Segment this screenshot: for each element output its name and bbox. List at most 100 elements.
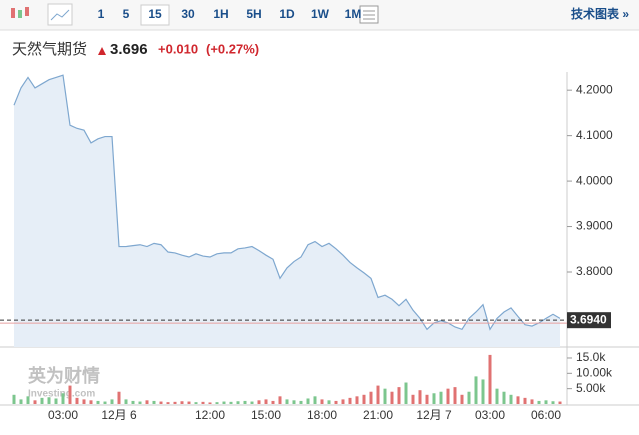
price-area <box>14 75 560 347</box>
volume-bar <box>481 379 485 404</box>
volume-bar <box>537 400 541 404</box>
volume-bar <box>173 401 177 404</box>
volume-bar <box>355 396 359 404</box>
volume-bar <box>110 399 114 404</box>
area-icon[interactable] <box>47 3 73 26</box>
volume-bar <box>516 396 520 404</box>
last-price-box <box>567 312 611 329</box>
volume-bar <box>61 393 65 404</box>
volume-bar <box>47 397 51 404</box>
y-tick-label: 3.9000 <box>576 219 613 233</box>
volume-bar <box>201 401 205 404</box>
tech-chart-link[interactable]: 技术图表 » <box>571 6 629 21</box>
quote-change: +0.010 <box>158 41 198 56</box>
volume-bar <box>299 400 303 404</box>
volume-bar <box>208 402 212 404</box>
volume-bar <box>397 387 401 404</box>
volume-bar <box>285 399 289 404</box>
interval-button[interactable]: 30 <box>181 7 195 21</box>
volume-bar <box>75 397 79 404</box>
volume-bar <box>12 394 16 404</box>
volume-bar <box>488 354 492 404</box>
volume-bar <box>453 387 457 404</box>
volume-bar <box>495 388 499 404</box>
watermark-cn: 英为财情 <box>27 365 100 386</box>
y-tick-label: 10.00k <box>576 365 613 379</box>
volume-bar <box>544 400 548 404</box>
last-price-label: 3.6940 <box>570 312 607 326</box>
volume-bar <box>418 390 422 404</box>
volume-bar <box>523 397 527 404</box>
volume-bar <box>264 399 268 404</box>
y-tick-label: 3.8000 <box>576 264 613 278</box>
interval-button[interactable]: 15 <box>148 7 162 21</box>
interval-button[interactable]: 1 <box>98 7 105 21</box>
y-tick-label: 4.1000 <box>576 128 613 142</box>
volume-bar <box>362 394 366 404</box>
volume-bar <box>530 399 534 404</box>
volume-bar <box>425 394 429 404</box>
volume-bar <box>145 400 149 404</box>
volume-bar <box>376 385 380 404</box>
price-line <box>13 74 561 331</box>
volume-bar <box>89 400 93 404</box>
quote-name: 天然气期货 <box>12 41 87 58</box>
volume-bar <box>390 391 394 404</box>
candle-icon[interactable] <box>11 7 29 18</box>
volume-bar <box>117 391 121 404</box>
table-icon[interactable] <box>359 5 379 24</box>
volume-bar <box>467 391 471 404</box>
volume-bar <box>292 400 296 404</box>
volume-bar <box>313 396 317 404</box>
volume-bar <box>348 397 352 404</box>
volume-bar <box>222 401 226 404</box>
volume-bar <box>334 400 338 404</box>
volume-bar <box>187 401 191 404</box>
volume-bar <box>138 401 142 404</box>
interval-button[interactable]: 5 <box>123 7 130 21</box>
volume-bar <box>383 388 387 404</box>
x-tick-label: 21:00 <box>363 408 393 422</box>
volume-bar <box>96 400 100 404</box>
y-tick-label: 4.2000 <box>576 82 613 96</box>
volume-bar <box>215 402 219 404</box>
volume-bar <box>460 394 464 404</box>
interval-button[interactable]: 5H <box>246 7 261 21</box>
quote-change-pct: (+0.27%) <box>206 41 259 56</box>
volume-bar <box>33 400 37 404</box>
volume-bar <box>82 399 86 404</box>
volume-bar <box>40 397 44 404</box>
x-tick-label: 12月 7 <box>416 408 452 422</box>
volume-bar <box>26 396 30 404</box>
x-tick-label: 03:00 <box>475 408 505 422</box>
volume-bar <box>509 394 513 404</box>
interval-button[interactable]: 1W <box>311 7 330 21</box>
interval-button[interactable]: 1M <box>345 7 362 21</box>
volume-bar <box>54 398 58 404</box>
volume-bar <box>103 401 107 404</box>
volume-bar <box>432 393 436 404</box>
x-tick-label: 12月 6 <box>101 408 137 422</box>
volume-bar <box>271 400 275 404</box>
x-tick-label: 06:00 <box>531 408 561 422</box>
volume-bar <box>229 401 233 404</box>
interval-button[interactable]: 1H <box>213 7 228 21</box>
interval-button[interactable]: 1D <box>279 7 295 21</box>
volume-bar <box>327 400 331 404</box>
interval-selected <box>140 4 170 26</box>
y-tick-label: 4.0000 <box>576 173 613 187</box>
volume-bar <box>152 400 156 404</box>
volume-bar <box>439 391 443 404</box>
volume-bar <box>558 401 562 404</box>
volume-bar <box>166 402 170 404</box>
volume-bar <box>180 401 184 404</box>
volume-bar <box>320 399 324 404</box>
volume-bar <box>446 388 450 404</box>
x-tick-label: 03:00 <box>48 408 78 422</box>
volume-bar <box>250 401 254 404</box>
volume-bar <box>551 401 555 404</box>
volume-bar <box>411 394 415 404</box>
volume-bar <box>124 399 128 404</box>
